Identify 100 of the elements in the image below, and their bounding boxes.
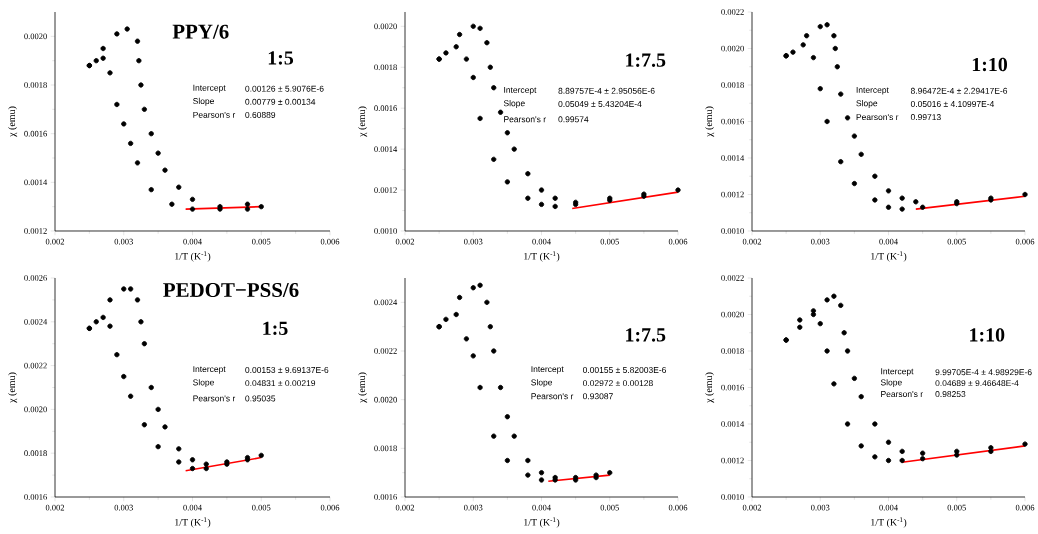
y-tick-label: 0.0020	[721, 311, 744, 318]
annotation: 0.02972 ± 0.00128	[582, 380, 653, 387]
x-tick-label: 0.006	[1015, 504, 1035, 511]
y-tick-label: 0.0018	[374, 445, 397, 452]
x-tick-label: 0.002	[742, 238, 762, 245]
y-tick-label: 0.0022	[721, 275, 744, 281]
x-tick-label: 0.003	[811, 238, 830, 245]
x-tick-label: 0.006	[668, 504, 688, 511]
x-axis-title: 1/T (K$^{-1}$)	[175, 251, 211, 262]
x-axis-title: 1/T (K$^{-1}$)	[871, 517, 907, 528]
x-tick-label: 0.005	[600, 504, 619, 511]
y-tick-label: 0.0018	[374, 64, 397, 71]
annotation: Intercept	[531, 366, 564, 374]
y-tick-label: 0.0016	[24, 130, 47, 137]
annotation: 0.95035	[245, 395, 276, 402]
y-tick-label: 0.0014	[24, 179, 48, 186]
x-tick-label: 0.006	[320, 504, 340, 511]
annotation: Slope	[193, 97, 214, 106]
x-tick-label: 0.003	[464, 504, 483, 511]
x-tick-label: 0.004	[532, 238, 551, 245]
chart-title: PEDOT−PSS/6	[163, 283, 299, 298]
y-tick-label: 0.0016	[374, 494, 397, 500]
y-tick-label: 0.0022	[374, 348, 397, 354]
annotation: 0.04831 ± 0.00219	[245, 380, 316, 387]
x-tick-label: 0.002	[45, 238, 65, 245]
x-tick-label: 0.006	[668, 238, 688, 245]
y-axis-title: χ (emu)	[705, 106, 715, 137]
annotation: Slope	[856, 100, 878, 108]
y-tick-label: 0.0018	[721, 82, 744, 88]
x-tick-label: 0.005	[252, 238, 271, 245]
annotation: 0.05016 ± 4.10997E-4	[910, 100, 995, 107]
annotation: Slope	[193, 379, 214, 388]
x-tick-label: 0.005	[947, 504, 966, 511]
annotation: Intercept	[193, 366, 226, 374]
x-tick-label: 0.005	[600, 238, 619, 245]
x-tick-label: 0.005	[252, 504, 271, 511]
text: 1:7.5	[626, 328, 666, 342]
y-tick-label: 0.0012	[374, 187, 397, 193]
y-tick-label: 0.0014	[721, 421, 745, 427]
y-axis-title: χ (emu)	[705, 372, 715, 403]
annotation: Slope	[531, 379, 553, 388]
y-axis-title: χ (emu)	[358, 106, 368, 137]
y-tick-label: 0.0010	[721, 494, 744, 500]
y-tick-label: 0.0016	[374, 105, 397, 112]
annotation: 0.00155 ± 5.82003E-6	[582, 366, 667, 373]
annotation: 0.60889	[245, 111, 276, 118]
y-tick-label: 0.0012	[24, 228, 47, 234]
y-axis-title: χ (emu)	[8, 372, 18, 403]
y-tick-label: 0.0020	[374, 23, 397, 30]
y-tick-label: 0.0020	[374, 396, 397, 403]
x-tick-label: 0.002	[742, 504, 762, 511]
annotation: Pearson's r	[881, 391, 923, 398]
annotation: Intercept	[856, 87, 889, 95]
annotation: 0.00153 ± 9.69137E-6	[245, 366, 329, 373]
annotation: 0.99713	[910, 114, 941, 121]
x-tick-label: 0.002	[395, 504, 415, 511]
x-tick-label: 0.003	[114, 504, 133, 511]
x-axis-title: 1/T (K$^{-1}$)	[524, 517, 560, 528]
x-axis-title: 1/T (K$^{-1}$)	[175, 517, 211, 528]
annotation: 8.96472E-4 ± 2.29417E-6	[910, 87, 1008, 94]
x-tick-label: 0.004	[532, 504, 551, 511]
y-tick-label: 0.0012	[721, 191, 744, 198]
text: 1:10	[970, 328, 1005, 342]
annotation: Slope	[503, 100, 525, 108]
x-tick-label: 0.003	[114, 238, 133, 245]
y-tick-label: 0.0014	[374, 146, 398, 153]
y-tick-label: 0.0026	[24, 275, 47, 281]
annotation: 0.05049 ± 5.43204E-4	[558, 100, 642, 107]
annotation: Pearson's r	[856, 114, 899, 121]
y-tick-label: 0.0010	[721, 228, 744, 234]
annotation: Pearson's r	[193, 395, 236, 402]
y-tick-label: 0.0018	[24, 450, 47, 457]
annotation: 0.04689 ± 9.46648E-4	[935, 380, 1019, 387]
x-tick-label: 0.004	[879, 238, 898, 245]
y-tick-label: 0.0020	[24, 33, 47, 40]
x-axis-title: 1/T (K$^{-1}$)	[524, 251, 560, 262]
annotation: Pearson's r	[504, 116, 546, 123]
y-tick-label: 0.0018	[24, 82, 47, 88]
annotation: Pearson's r	[531, 393, 574, 400]
text: 1:10	[972, 57, 1008, 72]
annotation: 0.99574	[558, 116, 589, 123]
y-tick-label: 0.0024	[374, 299, 398, 306]
x-tick-label: 0.006	[320, 238, 340, 245]
y-tick-label: 0.0024	[24, 318, 48, 325]
y-tick-label: 0.0018	[721, 348, 744, 354]
y-tick-label: 0.0020	[721, 45, 744, 52]
y-axis-title: χ (emu)	[8, 106, 18, 137]
annotation: Intercept	[193, 84, 226, 93]
x-tick-label: 0.004	[879, 504, 898, 511]
y-tick-label: 0.0020	[24, 406, 47, 413]
y-tick-label: 0.0016	[721, 118, 744, 125]
y-tick-label: 0.0014	[721, 155, 745, 161]
annotation: 0.00126 ± 5.9076E-6	[245, 85, 324, 92]
text: 1:5	[263, 321, 288, 336]
y-axis-title: χ (emu)	[358, 372, 368, 403]
x-axis-title: 1/T (K$^{-1}$)	[871, 251, 907, 262]
annotation: 0.00779 ± 0.00134	[245, 98, 316, 105]
y-tick-label: 0.0016	[24, 494, 47, 500]
annotation: Intercept	[504, 87, 537, 95]
chart-title: PPY/6	[172, 24, 229, 39]
